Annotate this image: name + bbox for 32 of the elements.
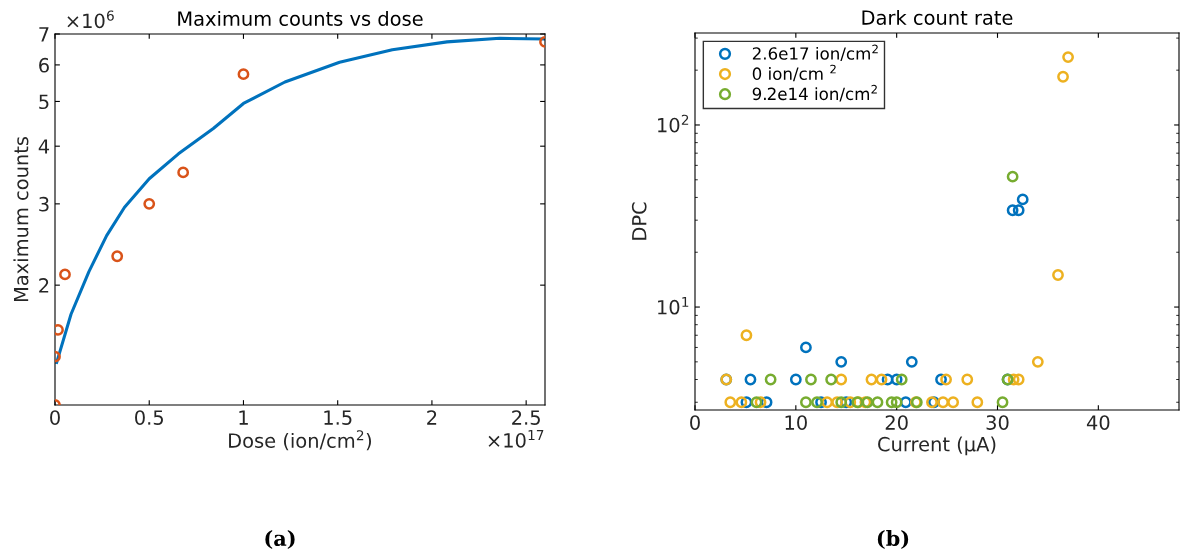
y-tick-label: 4 — [38, 139, 50, 154]
y-tick-label: 3 — [39, 196, 49, 212]
text: (b) — [877, 529, 909, 549]
y-tick-label: 10$^{1}$ — [658, 296, 689, 315]
x-tick-label: 10 — [785, 415, 807, 430]
x-tick-label: 0 — [690, 415, 700, 430]
legend-label: 9.2e14 ion/cm$^{2}$ — [752, 84, 877, 102]
x-tick-label: 2.5 — [512, 410, 540, 425]
legend-label: 2.6e17 ion/cm$^{2}$ — [752, 44, 878, 62]
chart-title: Maximum counts vs dose — [178, 10, 423, 26]
legend-label: 0 ion/cm $^{2}$ — [752, 64, 836, 82]
x-axis-title: Dose (ion/cm$^{2}$) — [229, 430, 372, 451]
x-tick-label: 1.5 — [324, 410, 352, 425]
x-tick-label: 30 — [986, 415, 1009, 430]
x-axis-title: Current (μA) — [878, 436, 996, 456]
x-tick-label: 40 — [1086, 415, 1110, 430]
x-tick-label: 1 — [239, 410, 248, 425]
text: ×10$^{6}$ — [67, 10, 114, 29]
y-axis-title: DPC — [631, 202, 647, 240]
x-tick-label: 0.5 — [135, 410, 163, 425]
y-axis-title: Maximum counts — [13, 136, 29, 302]
y-tick-label: 6 — [39, 57, 49, 73]
y-tick-label: 2 — [39, 278, 49, 293]
y-tick-label: 10$^{2}$ — [658, 114, 689, 133]
x-tick-label: 0 — [50, 410, 60, 425]
text: ×10$^{17}$ — [488, 430, 544, 448]
x-tick-label: 2 — [427, 410, 437, 425]
y-tick-label: 5 — [39, 94, 49, 110]
text: (a) — [265, 529, 295, 549]
y-tick-label: 7 — [39, 27, 49, 42]
chart-title: Dark count rate — [862, 9, 1013, 25]
x-tick-label: 20 — [885, 415, 908, 430]
